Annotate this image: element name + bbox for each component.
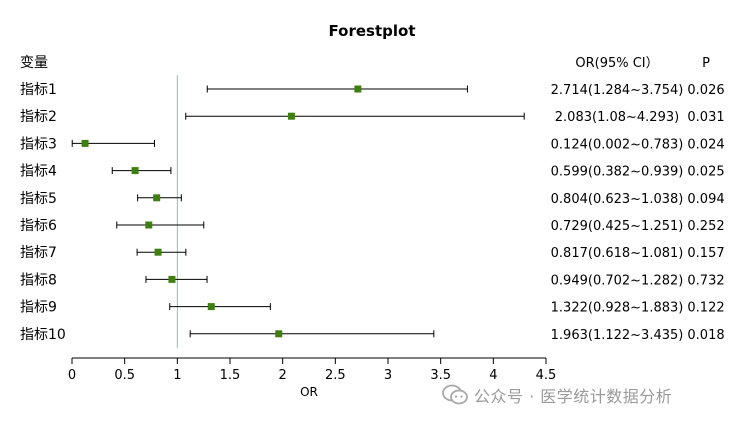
p-value: 0.018: [687, 328, 724, 343]
chart-title: Forestplot: [329, 22, 416, 40]
p-value: 0.024: [687, 137, 724, 152]
row-label: 指标9: [20, 300, 57, 316]
or-ci-value: 0.599(0.382~0.939): [551, 165, 684, 180]
forest-row: 指标10 1.963(1.122~3.435) 0.018: [20, 327, 725, 343]
p-value: 0.157: [687, 246, 724, 261]
or-ci-value: 0.949(0.702~1.282): [551, 273, 684, 288]
row-label: 指标6: [20, 218, 57, 234]
x-tick-label: 2.5: [325, 368, 346, 383]
x-tick-label: 3: [384, 368, 392, 383]
p-value: 0.026: [687, 83, 724, 98]
forest-row: 指标2 2.083(1.08~4.293) 0.031: [20, 109, 725, 125]
x-tick-label: 1: [173, 368, 181, 383]
wechat-official-account-icon: [442, 384, 468, 405]
or-ci-value: 0.817(0.618~1.081): [551, 246, 684, 261]
or-point: [154, 248, 162, 256]
or-point: [131, 167, 139, 175]
forest-row: 指标4 0.599(0.382~0.939) 0.025: [20, 164, 725, 180]
or-point: [354, 85, 362, 93]
row-label: 指标3: [20, 136, 57, 152]
or-point: [287, 112, 295, 120]
x-axis: 0 0.5 1 1.5 2 2.5 3 3.5 4 4.5: [68, 357, 557, 383]
p-value: 0.732: [687, 273, 724, 288]
or-point: [207, 303, 215, 311]
or-point: [168, 275, 176, 283]
or-ci-column-header: OR(95% CI）: [575, 56, 658, 71]
p-column-header: P: [702, 56, 710, 71]
forest-row: 指标8 0.949(0.702~1.282) 0.732: [20, 272, 725, 288]
row-label: 指标10: [20, 327, 66, 343]
or-point: [275, 330, 283, 338]
p-value: 0.122: [687, 301, 724, 316]
x-tick-label: 0: [68, 368, 76, 383]
x-tick-label: 3.5: [430, 368, 451, 383]
forest-row: 指标3 0.124(0.002~0.783) 0.024: [20, 136, 725, 152]
x-tick-label: 4: [489, 368, 497, 383]
or-ci-value: 0.124(0.002~0.783): [551, 137, 684, 152]
row-label: 指标2: [20, 109, 57, 125]
or-point: [145, 221, 153, 229]
or-ci-value: 0.804(0.623~1.038): [551, 192, 684, 207]
x-axis-label: OR: [300, 385, 318, 399]
p-value: 0.025: [687, 165, 724, 180]
p-value: 0.252: [687, 219, 724, 234]
row-label: 指标8: [20, 272, 57, 288]
forest-row: 指标1 2.714(1.284~3.754) 0.026: [20, 82, 725, 98]
watermark: 公众号 · 医学统计数据分析: [442, 383, 672, 407]
row-label: 指标5: [20, 191, 57, 207]
x-tick-label: 4.5: [536, 368, 557, 383]
forest-row: 指标7 0.817(0.618~1.081) 0.157: [20, 245, 725, 261]
or-ci-value: 2.083(1.08~4.293): [555, 110, 679, 125]
x-tick-label: 0.5: [114, 368, 135, 383]
or-ci-value: 2.714(1.284~3.754): [551, 83, 684, 98]
or-ci-value: 0.729(0.425~1.251): [551, 219, 684, 234]
or-ci-value: 1.322(0.928~1.883): [551, 301, 684, 316]
p-value: 0.094: [687, 192, 724, 207]
row-label: 指标4: [20, 164, 57, 180]
p-value: 0.031: [687, 110, 724, 125]
row-label: 指标1: [20, 82, 57, 98]
or-point: [153, 194, 161, 202]
forest-row: 指标6 0.729(0.425~1.251) 0.252: [20, 218, 725, 234]
forest-row: 指标9 1.322(0.928~1.883) 0.122: [20, 300, 725, 316]
or-ci-value: 1.963(1.122~3.435): [551, 328, 684, 343]
watermark-text: 公众号 · 医学统计数据分析: [474, 387, 673, 406]
x-tick-label: 2: [279, 368, 287, 383]
forest-row: 指标5 0.804(0.623~1.038) 0.094: [20, 191, 725, 207]
variable-column-header: 变量: [20, 55, 48, 71]
rows-layer: 指标1 2.714(1.284~3.754) 0.026 指标2 2.083(1.08~…: [20, 75, 725, 348]
or-point: [81, 139, 89, 147]
x-tick-label: 1.5: [220, 368, 241, 383]
row-label: 指标7: [20, 245, 57, 261]
